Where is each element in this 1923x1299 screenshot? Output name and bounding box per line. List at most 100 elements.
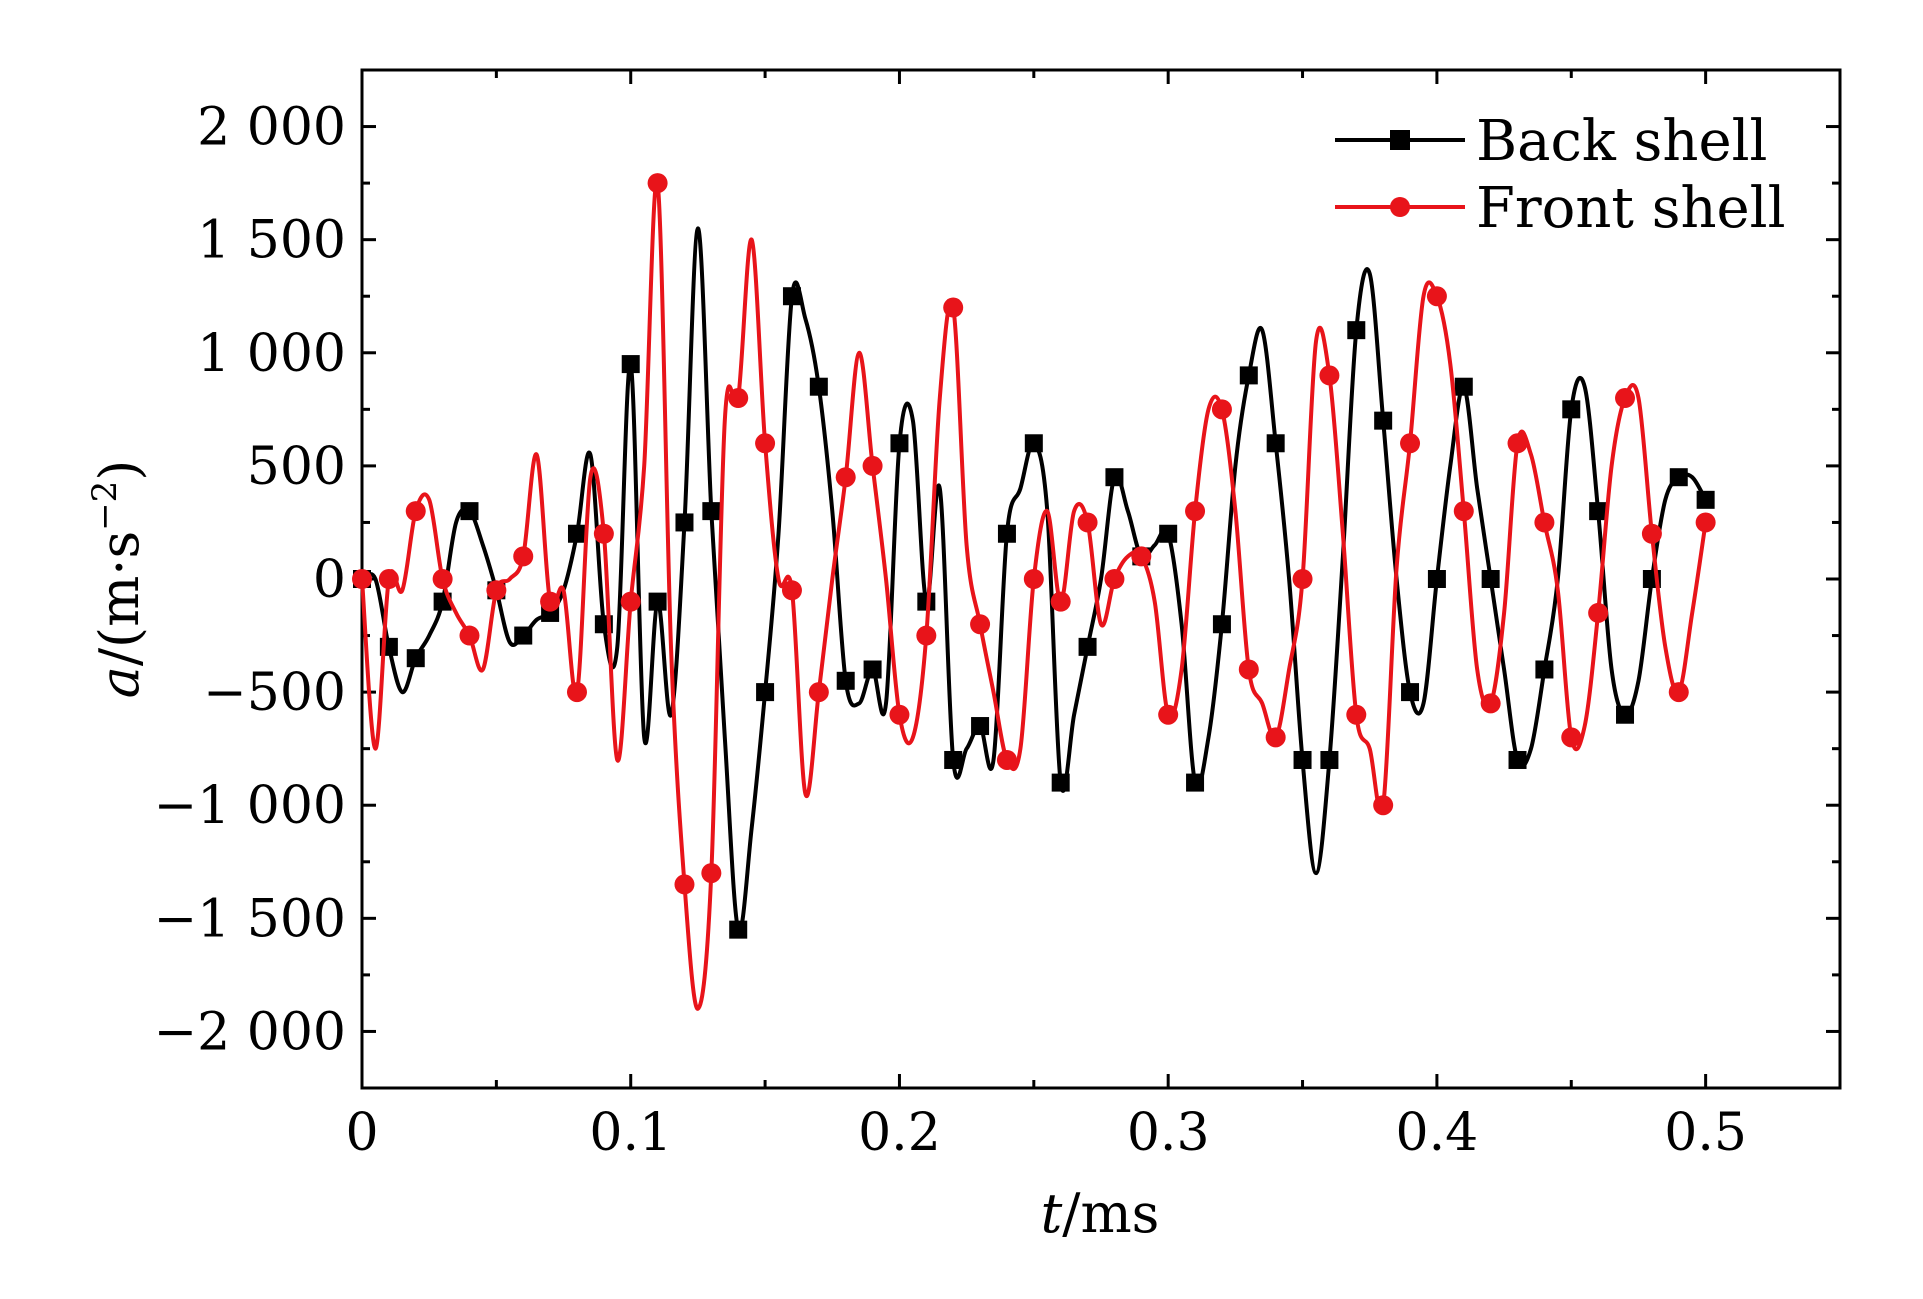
x-axis-title: t/ms xyxy=(1041,1182,1160,1245)
data-point xyxy=(1588,602,1609,623)
data-point xyxy=(1480,693,1501,714)
data-point xyxy=(1400,433,1421,454)
data-point xyxy=(1508,750,1527,769)
data-point xyxy=(1077,512,1098,533)
data-point xyxy=(1695,512,1716,533)
data-point xyxy=(1696,490,1715,509)
y-axis-title: a/(m·s−2) xyxy=(85,460,151,699)
data-point xyxy=(862,455,883,476)
data-point xyxy=(1427,570,1446,588)
data-point xyxy=(1131,546,1152,567)
data-point xyxy=(971,717,990,736)
data-point xyxy=(432,569,453,589)
data-point xyxy=(702,502,721,521)
data-point xyxy=(1453,501,1474,522)
data-point xyxy=(756,683,775,702)
data-point xyxy=(1615,388,1636,409)
data-point xyxy=(1051,773,1070,792)
data-point xyxy=(1319,365,1340,386)
data-point xyxy=(378,569,399,589)
x-axis-ticks: 0 0.1 0.2 0.3 0.4 0.5 xyxy=(345,70,1842,1163)
data-point xyxy=(1158,704,1179,725)
data-point xyxy=(540,591,561,612)
data-point xyxy=(1105,468,1124,487)
data-point xyxy=(835,467,856,488)
data-point xyxy=(1561,727,1582,748)
data-point xyxy=(459,625,480,646)
y-tick-label: 1 500 xyxy=(197,211,346,271)
data-point xyxy=(1104,569,1125,589)
data-point xyxy=(889,704,910,725)
data-point xyxy=(460,502,479,521)
data-point xyxy=(808,682,829,703)
data-point xyxy=(1535,660,1554,679)
legend-item-back-shell: Back shell xyxy=(1335,109,1767,174)
data-point xyxy=(1265,727,1286,748)
series-front-shell xyxy=(352,173,1716,1011)
data-point xyxy=(1669,468,1688,487)
data-point xyxy=(1212,615,1231,634)
data-point xyxy=(755,433,776,454)
data-point xyxy=(1239,366,1258,385)
data-point xyxy=(944,750,963,769)
data-point xyxy=(1293,750,1312,769)
y-tick-label: −1 500 xyxy=(154,889,346,949)
data-point xyxy=(352,569,372,589)
data-point xyxy=(1347,321,1366,340)
data-point xyxy=(1454,377,1473,396)
data-point xyxy=(1481,570,1500,588)
data-point xyxy=(1320,750,1339,769)
data-point xyxy=(1373,795,1394,816)
data-point xyxy=(513,546,534,567)
series-back-shell xyxy=(353,226,1715,939)
data-point xyxy=(1641,523,1662,544)
data-point xyxy=(1238,659,1259,680)
data-point xyxy=(1050,591,1071,612)
data-point xyxy=(593,523,614,544)
x-tick-label: 0.3 xyxy=(1127,1103,1210,1163)
data-point xyxy=(1159,524,1178,543)
data-point xyxy=(1668,682,1689,703)
data-point xyxy=(997,524,1016,543)
data-point xyxy=(1401,683,1420,702)
data-point xyxy=(1186,773,1205,792)
series-layer xyxy=(352,173,1716,1011)
data-point xyxy=(809,377,828,396)
data-point xyxy=(916,625,937,646)
data-point xyxy=(1616,705,1635,724)
data-point xyxy=(890,434,909,453)
y-tick-label: 2 000 xyxy=(197,98,346,158)
y-tick-label: −500 xyxy=(203,663,346,723)
data-point xyxy=(863,660,882,679)
data-point xyxy=(1211,399,1232,420)
data-point xyxy=(648,592,667,611)
y-tick-label: 500 xyxy=(247,437,346,497)
data-point xyxy=(674,874,695,895)
data-point xyxy=(701,863,722,884)
data-point xyxy=(1589,502,1608,521)
data-point xyxy=(405,501,426,522)
x-tick-label: 0.4 xyxy=(1396,1103,1479,1163)
legend-marker-circle xyxy=(1390,197,1410,217)
data-point xyxy=(1507,433,1528,454)
legend-item-front-shell: Front shell xyxy=(1335,176,1785,241)
data-point xyxy=(1185,501,1206,522)
x-tick-label: 0 xyxy=(345,1103,378,1163)
data-point xyxy=(514,626,533,645)
data-point xyxy=(782,287,801,306)
data-point xyxy=(996,749,1017,770)
x-tick-label: 0.2 xyxy=(858,1103,941,1163)
data-point xyxy=(729,920,748,939)
data-point xyxy=(486,580,507,601)
data-point xyxy=(1426,286,1447,307)
data-point xyxy=(781,580,802,601)
data-point xyxy=(1078,637,1097,656)
data-point xyxy=(566,682,587,703)
data-point xyxy=(567,524,586,543)
y-axis-ticks: −2 000 −1 500 −1 000 −500 0 500 1 000 1 500 2 00… xyxy=(154,68,1840,1090)
data-point xyxy=(675,513,694,532)
data-point xyxy=(1374,411,1393,430)
data-point xyxy=(943,297,964,318)
data-point xyxy=(406,649,425,668)
x-tick-label: 0.1 xyxy=(589,1103,672,1163)
